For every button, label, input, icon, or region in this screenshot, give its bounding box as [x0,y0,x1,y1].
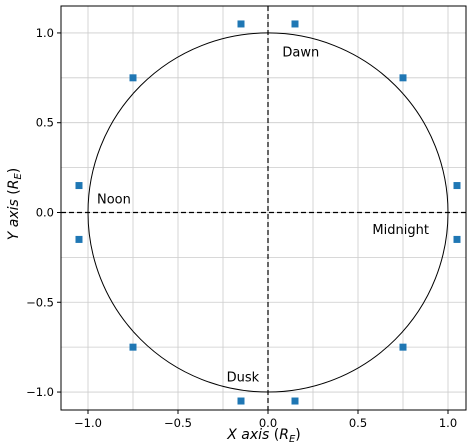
data-points [75,20,461,405]
x-tick-label: 1.0 [439,416,457,430]
data-point [129,74,137,82]
x-tick-label: −1.0 [74,416,102,430]
annotation-dawn: Dawn [282,45,319,60]
y-tick-label: 1.0 [36,26,54,40]
data-point [453,182,461,190]
data-point [291,397,299,405]
y-tick-label: −1.0 [26,385,54,399]
annotation-dusk: Dusk [227,370,260,385]
annotations: Dawn Noon Midnight Dusk [97,45,429,385]
y-tick-label: 0.0 [36,205,54,219]
data-point [129,343,137,351]
x-tick-label: 0.0 [259,416,277,430]
data-point [291,20,299,28]
annotation-midnight: Midnight [372,223,429,238]
earth-circle [87,32,449,393]
data-point [399,343,407,351]
data-point [237,397,245,405]
x-tick-label: 0.5 [349,416,367,430]
annotation-noon: Noon [97,193,131,208]
data-point [237,20,245,28]
x-tick-label: −0.5 [164,416,192,430]
earth-circle-group [87,32,449,393]
y-tick-label: 0.5 [36,116,54,130]
y-axis-label: Y axis (RE) [6,168,24,241]
data-point [453,235,461,243]
data-point [399,74,407,82]
data-point [75,182,83,190]
plot-frame [60,5,467,411]
reference-lines [61,6,466,410]
axis-ticks: −1.0 −0.5 0.0 0.5 1.0 −1.0 −0.5 0.0 0.5 1.0 [26,26,457,430]
x-axis-label: X axis (RE) [226,427,301,445]
data-point [75,235,83,243]
y-tick-label: −0.5 [26,295,54,309]
